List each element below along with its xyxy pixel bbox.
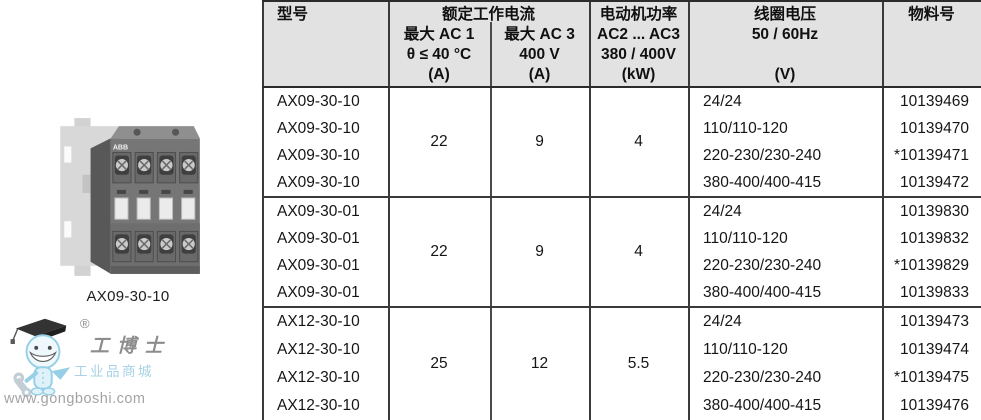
product-group-ax09-30-10: AX09-30-10 AX09-30-10 AX09-30-10 AX09-30… (262, 88, 981, 196)
divider-model-ac1 (388, 0, 390, 420)
part-number-cell: 10139832 (900, 229, 969, 247)
voltage-column: 24/24 110/110-120 220-230/230-240 380-40… (703, 198, 873, 306)
col-header-rated-current: 额定工作电流 (441, 6, 535, 23)
group-separator-2 (262, 306, 981, 308)
voltage-cell: 220-230/230-240 (703, 256, 822, 274)
model-cell: AX12-30-10 (277, 313, 360, 330)
contactor-image: ABB (60, 118, 200, 276)
product-group-ax12-30-10: AX12-30-10 AX12-30-10 AX12-30-10 AX12-30… (262, 308, 981, 420)
ac3-value: 9 (535, 133, 544, 150)
model-cell: AX09-30-01 (277, 283, 360, 301)
model-cell: AX12-30-10 (277, 341, 360, 358)
part-number-column: 10139830 10139832 *10139829 10139833 (882, 198, 969, 306)
table-left-border (262, 0, 264, 420)
col-header-ac1: 最大 AC 1 θ ≤ 40 °C (A) (403, 26, 475, 83)
kw-value: 5.5 (627, 355, 650, 372)
voltage-cell: 24/24 (703, 202, 742, 220)
model-cell: AX09-30-10 (277, 146, 360, 164)
voltage-cell: 220-230/230-240 (703, 146, 822, 164)
product-photo: ABB (50, 112, 206, 284)
model-cell: AX12-30-10 (277, 369, 360, 386)
part-number-cell: 10139472 (900, 173, 969, 191)
voltage-cell: 110/110-120 (703, 341, 788, 358)
model-column: AX09-30-10 AX09-30-10 AX09-30-10 AX09-30… (277, 88, 387, 196)
part-number-cell: 10139476 (900, 397, 969, 414)
model-cell: AX09-30-01 (277, 202, 360, 220)
voltage-cell: 380-400/400-415 (703, 173, 822, 191)
table-header-background (262, 0, 981, 87)
model-column: AX09-30-01 AX09-30-01 AX09-30-01 AX09-30… (277, 198, 387, 306)
gongboshi-mascot-icon (10, 318, 71, 398)
divider-coil-material (882, 0, 884, 420)
divider-motor-coil (688, 0, 690, 420)
part-number-column: 10139473 10139474 *10139475 10139476 (882, 308, 969, 420)
divider-ac1-ac3 (490, 22, 492, 420)
voltage-cell: 110/110-120 (703, 229, 788, 247)
part-number-cell: *10139829 (894, 256, 969, 274)
abb-label: ABB (113, 143, 128, 151)
ac3-value: 9 (535, 243, 544, 260)
voltage-cell: 380-400/400-415 (703, 283, 822, 301)
model-cell: AX09-30-10 (277, 173, 360, 191)
logo-subtitle-text: 工业品商城 (74, 364, 154, 379)
table-top-border (262, 0, 981, 2)
voltage-cell: 24/24 (703, 313, 742, 330)
part-number-column: 10139469 10139470 *10139471 10139472 (882, 88, 969, 196)
col-header-material-no: 物料号 (908, 6, 955, 23)
model-cell: AX09-30-01 (277, 256, 360, 274)
part-number-cell: *10139475 (894, 369, 969, 386)
ac3-value: 12 (530, 355, 549, 372)
col-header-motor-power: 电动机功率 AC2 ... AC3 380 / 400V (kW) (597, 6, 680, 83)
part-number-cell: 10139470 (900, 119, 969, 137)
voltage-column: 24/24 110/110-120 220-230/230-240 380-40… (703, 308, 873, 420)
header-bottom-border (262, 85, 981, 88)
ac1-value: 22 (430, 133, 448, 150)
logo-website-link[interactable]: www.gongboshi.com (4, 391, 146, 407)
ac1-value: 25 (430, 355, 448, 372)
left-panel: ABB (0, 0, 262, 420)
kw-value: 4 (634, 243, 643, 260)
registered-mark: ® (80, 316, 90, 331)
model-cell: AX09-30-10 (277, 92, 360, 110)
part-number-cell: 10139833 (900, 283, 969, 301)
model-cell: AX12-30-10 (277, 397, 360, 414)
model-column: AX12-30-10 AX12-30-10 AX12-30-10 AX12-30… (277, 308, 387, 420)
model-cell: AX09-30-10 (277, 119, 360, 137)
voltage-cell: 380-400/400-415 (703, 397, 822, 414)
ac1-value: 22 (430, 243, 448, 260)
spec-table: 型号 额定工作电流 最大 AC 1 θ ≤ 40 °C (A) 最大 AC 3 … (262, 0, 981, 420)
group-separator-1 (262, 196, 981, 198)
kw-value: 4 (634, 133, 643, 150)
voltage-cell: 220-230/230-240 (703, 369, 822, 386)
col-header-model: 型号 (277, 6, 309, 23)
part-number-cell: 10139469 (900, 92, 969, 110)
product-group-ax09-30-01: AX09-30-01 AX09-30-01 AX09-30-01 AX09-30… (262, 198, 981, 306)
photo-caption: AX09-30-10 (86, 288, 170, 305)
part-number-cell: 10139474 (900, 341, 969, 358)
part-number-cell: *10139471 (894, 146, 969, 164)
voltage-column: 24/24 110/110-120 220-230/230-240 380-40… (703, 88, 873, 196)
voltage-cell: 24/24 (703, 92, 742, 110)
part-number-cell: 10139830 (900, 202, 969, 220)
voltage-cell: 110/110-120 (703, 119, 788, 137)
col-header-coil-voltage: 线圈电压 50 / 60Hz (V) (751, 6, 819, 83)
part-number-cell: 10139473 (900, 313, 969, 330)
col-header-ac3: 最大 AC 3 400 V (A) (504, 26, 575, 83)
logo-brand-text: 工博士 (90, 336, 172, 357)
divider-ac3-motor (589, 0, 591, 420)
model-cell: AX09-30-01 (277, 229, 360, 247)
